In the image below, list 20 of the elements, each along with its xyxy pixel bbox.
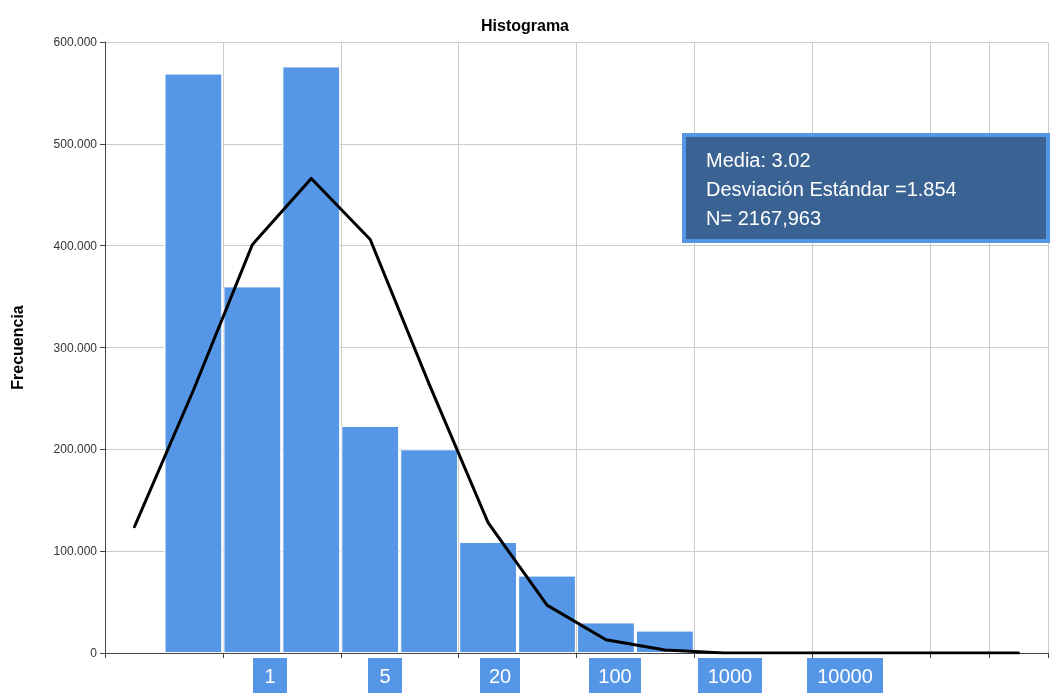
text: 100 [598,665,632,687]
y-tick-label: 0 [90,646,98,660]
y-tick-label: 500.000 [53,136,98,151]
text: 5 [379,665,391,687]
y-tick-label: 400.000 [53,238,98,253]
text: 1000 [707,665,753,687]
text: 1 [264,665,276,687]
chart-title: Histograma [480,16,570,34]
annotation: N= 2167,963 [706,207,822,230]
y-tick-label: 600.000 [53,35,98,49]
stats-box: Media: 3.02 Desviación Estándar =1.854 N= 2167,963 [682,133,1050,243]
line-series [132,176,1021,655]
y-tick-label: 200.000 [53,442,98,457]
y-axis-title: Frecuencia [8,305,26,390]
annotation: Media: 3.02 [706,149,811,172]
y-tick-label: 100.000 [53,544,98,559]
y-tick-label: 300.000 [53,340,98,355]
annotation: Desviación Estándar =1.854 [706,178,957,201]
text: 10000 [817,665,873,687]
text: 20 [488,665,512,687]
